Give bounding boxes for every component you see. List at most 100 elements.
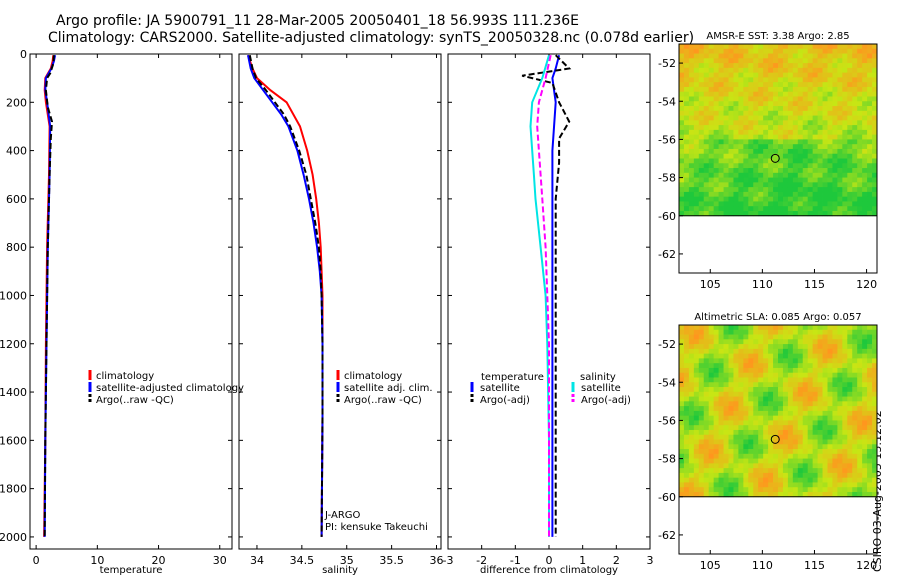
heatmap-cell <box>867 129 873 136</box>
heatmap-cell <box>852 391 858 397</box>
heatmap-cell <box>708 172 715 178</box>
heatmap-cell <box>688 339 695 345</box>
heatmap-cell <box>708 206 715 212</box>
heatmap-cell <box>693 372 700 378</box>
heatmap-cell <box>822 429 828 436</box>
heatmap-cell <box>683 434 690 440</box>
heatmap-cell <box>862 196 868 202</box>
heatmap-cell <box>807 367 814 374</box>
heatmap-cell <box>708 348 715 355</box>
heatmap-cell <box>718 158 724 164</box>
heatmap-cell <box>698 391 705 397</box>
heatmap-cell <box>837 153 843 159</box>
heatmap-cell <box>733 372 739 378</box>
heatmap-cell <box>713 144 719 150</box>
heatmap-cell <box>698 182 705 188</box>
argo-location-marker <box>770 434 780 444</box>
heatmap-cell <box>842 449 848 455</box>
heatmap-cell <box>857 101 863 107</box>
heatmap-cell <box>698 491 705 498</box>
heatmap-cell <box>817 153 823 159</box>
heatmap-cell <box>832 134 838 140</box>
heatmap-cell <box>857 120 863 126</box>
heatmap-cell <box>773 444 779 450</box>
heatmap-cell <box>822 387 828 393</box>
heatmap-cell <box>768 372 774 378</box>
heatmap-cell <box>778 458 784 464</box>
heatmap-cell <box>698 358 705 364</box>
heatmap-cell <box>703 139 710 145</box>
heatmap-cell <box>718 401 724 407</box>
heatmap-cell <box>688 206 695 212</box>
heatmap-cell <box>872 372 878 378</box>
heatmap-cell <box>817 106 823 112</box>
heatmap-cell <box>778 372 784 378</box>
heatmap-cell <box>862 187 868 193</box>
heatmap-cell <box>778 444 784 450</box>
heatmap-cell <box>773 58 779 64</box>
heatmap-cell <box>807 358 814 364</box>
map-x-tick-label: 115 <box>804 278 825 291</box>
heatmap-cell <box>842 67 848 74</box>
heatmap-cell <box>698 139 705 145</box>
heatmap-cell <box>822 168 828 174</box>
heatmap-cell <box>748 196 754 202</box>
heatmap-cell <box>852 139 858 145</box>
heatmap-cell <box>812 453 818 459</box>
heatmap-cell <box>708 382 715 388</box>
heatmap-cell <box>802 449 809 455</box>
heatmap-cell <box>718 453 724 459</box>
heatmap-cell <box>753 144 759 150</box>
heatmap-cell <box>872 172 878 178</box>
legend-header: temperature <box>481 372 544 383</box>
heatmap-cell <box>693 406 700 412</box>
heatmap-cell <box>743 472 749 479</box>
heatmap-cell <box>787 406 794 412</box>
heatmap-cell <box>773 491 779 498</box>
heatmap-cell <box>698 325 705 331</box>
heatmap-cell <box>857 210 863 217</box>
heatmap-cell <box>822 177 828 183</box>
heatmap-cell <box>802 82 809 88</box>
heatmap-cell <box>827 53 833 59</box>
heatmap-cell <box>748 487 754 493</box>
heatmap-cell <box>852 434 858 440</box>
heatmap-cell <box>797 453 804 459</box>
heatmap-cell <box>679 482 685 488</box>
heatmap-cell <box>867 377 873 383</box>
heatmap-cell <box>758 191 764 198</box>
heatmap-cell <box>773 468 779 474</box>
heatmap-cell <box>787 472 794 479</box>
heatmap-cell <box>827 491 833 498</box>
heatmap-cell <box>688 125 695 131</box>
heatmap-cell <box>797 58 804 64</box>
heatmap-cell <box>862 110 868 116</box>
heatmap-cell <box>832 401 838 407</box>
heatmap-cell <box>723 129 729 136</box>
heatmap-cell <box>703 406 710 412</box>
heatmap-cell <box>782 439 789 445</box>
heatmap-cell <box>842 468 848 474</box>
heatmap-cell <box>718 153 724 159</box>
heatmap-cell <box>817 48 823 54</box>
heatmap-cell <box>763 387 769 393</box>
heatmap-cell <box>778 48 784 54</box>
heatmap-cell <box>802 48 809 54</box>
heatmap-cell <box>862 410 868 417</box>
heatmap-cell <box>842 439 848 445</box>
heatmap-cell <box>679 53 685 59</box>
heatmap-cell <box>817 348 823 355</box>
heatmap-cell <box>812 206 818 212</box>
heatmap-cell <box>782 387 789 393</box>
heatmap-cell <box>688 353 695 359</box>
heatmap-cell <box>837 468 843 474</box>
heatmap-cell <box>773 406 779 412</box>
y-tick-label: 400 <box>6 145 27 158</box>
heatmap-cell <box>698 387 705 393</box>
heatmap-cell <box>693 48 700 54</box>
heatmap-cell <box>872 415 878 421</box>
heatmap-cell <box>817 72 823 78</box>
heatmap-cell <box>679 425 685 431</box>
heatmap-cell <box>698 453 705 459</box>
heatmap-cell <box>778 401 784 407</box>
